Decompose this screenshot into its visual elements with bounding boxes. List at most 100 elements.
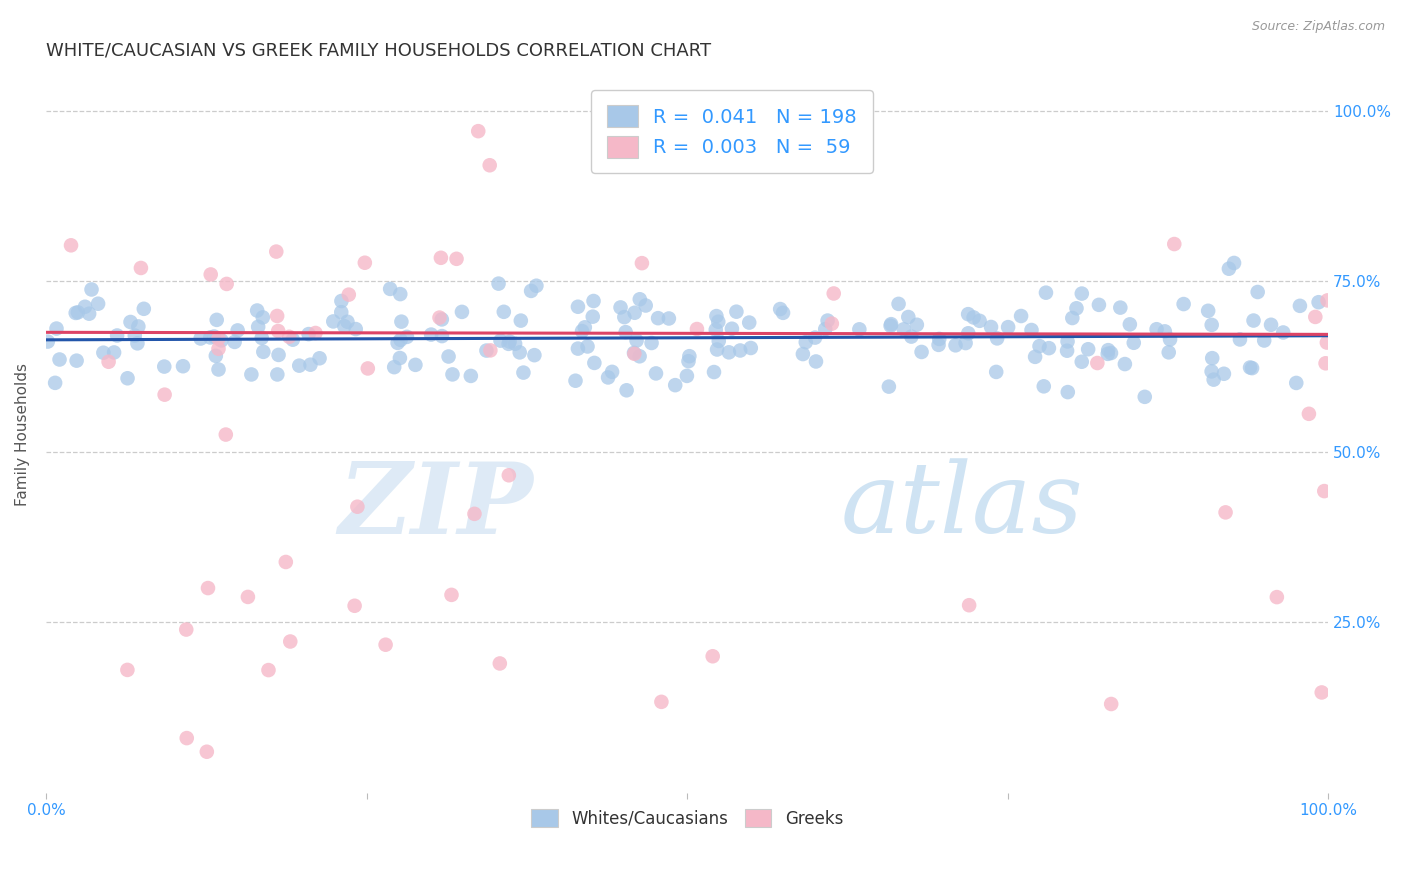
Point [910, 345, 932, 359]
Point [564, 374, 586, 388]
Point [596, 370, 619, 384]
Point [645, 367, 668, 381]
Point [1173, 297, 1195, 311]
Point [576, 339, 599, 353]
Point [48, 352, 70, 367]
Point [1313, 484, 1336, 499]
Point [389, 287, 412, 301]
Point [957, 307, 980, 321]
Point [1153, 324, 1175, 338]
Point [467, 124, 489, 138]
Point [1229, 333, 1251, 347]
Point [609, 301, 631, 315]
Point [498, 468, 520, 483]
Point [66, 305, 89, 319]
Point [678, 354, 700, 368]
Point [153, 359, 176, 374]
Point [1223, 256, 1246, 270]
Point [80, 283, 103, 297]
Point [1163, 237, 1185, 252]
Point [246, 303, 269, 318]
Point [1201, 364, 1223, 378]
Point [678, 349, 700, 363]
Point [664, 378, 686, 392]
Point [1308, 295, 1330, 310]
Point [298, 327, 321, 342]
Point [848, 322, 870, 336]
Point [446, 252, 468, 266]
Point [479, 343, 502, 358]
Point [437, 350, 460, 364]
Point [1066, 301, 1088, 316]
Point [205, 313, 228, 327]
Point [488, 657, 510, 671]
Point [1253, 334, 1275, 348]
Point [792, 347, 814, 361]
Point [488, 277, 510, 291]
Point [1201, 351, 1223, 366]
Point [281, 333, 304, 347]
Point [1070, 286, 1092, 301]
Text: atlas: atlas [841, 458, 1084, 554]
Point [299, 358, 322, 372]
Point [880, 317, 903, 331]
Point [1024, 350, 1046, 364]
Point [1285, 376, 1308, 390]
Point [1097, 343, 1119, 358]
Point [336, 315, 359, 329]
Point [1028, 339, 1050, 353]
Point [475, 343, 498, 358]
Point [389, 333, 412, 347]
Point [87, 296, 110, 310]
Point [1122, 335, 1144, 350]
Point [337, 287, 360, 301]
Point [215, 277, 238, 291]
Point [616, 384, 638, 398]
Point [441, 368, 464, 382]
Point [463, 507, 485, 521]
Point [430, 312, 453, 326]
Point [127, 336, 149, 351]
Point [207, 362, 229, 376]
Point [278, 634, 301, 648]
Point [103, 345, 125, 359]
Point [647, 311, 669, 326]
Point [707, 315, 730, 329]
Point [308, 351, 330, 366]
Point [900, 329, 922, 343]
Point [207, 331, 229, 345]
Point [60, 238, 83, 252]
Point [478, 158, 501, 172]
Point [330, 305, 353, 319]
Point [460, 368, 482, 383]
Point [1097, 347, 1119, 361]
Point [614, 325, 637, 339]
Point [1062, 311, 1084, 326]
Point [703, 365, 725, 379]
Point [344, 322, 367, 336]
Point [120, 315, 142, 329]
Point [628, 292, 651, 306]
Point [346, 500, 368, 514]
Point [430, 329, 453, 343]
Point [957, 598, 980, 612]
Point [706, 309, 728, 323]
Text: WHITE/CAUCASIAN VS GREEK FAMILY HOUSEHOLDS CORRELATION CHART: WHITE/CAUCASIAN VS GREEK FAMILY HOUSEHOL… [46, 42, 711, 60]
Point [1035, 285, 1057, 300]
Point [330, 293, 353, 308]
Point [205, 349, 228, 363]
Point [1085, 356, 1108, 370]
Point [503, 336, 526, 351]
Point [174, 623, 197, 637]
Point [717, 345, 740, 359]
Point [333, 319, 356, 334]
Point [945, 338, 967, 352]
Point [202, 329, 225, 343]
Point [224, 334, 246, 349]
Text: ZIP: ZIP [339, 458, 533, 555]
Point [986, 365, 1008, 379]
Point [897, 310, 920, 324]
Point [1243, 313, 1265, 327]
Point [353, 256, 375, 270]
Point [266, 309, 288, 323]
